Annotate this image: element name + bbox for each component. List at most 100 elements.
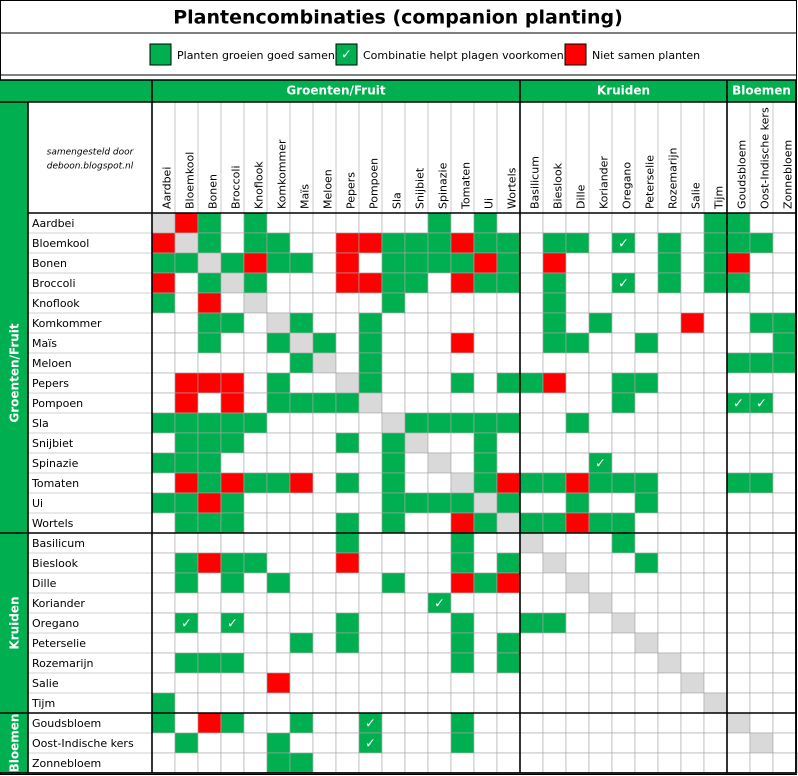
cell	[289, 232, 314, 254]
check-mark: ✓	[756, 397, 767, 412]
cell	[565, 392, 590, 414]
cell	[611, 672, 636, 694]
cell	[680, 332, 705, 354]
cell	[565, 532, 590, 554]
cell	[542, 212, 567, 234]
cell	[772, 692, 797, 714]
cell	[565, 472, 590, 494]
cell	[496, 352, 521, 374]
cell	[427, 672, 452, 694]
cell	[335, 432, 360, 454]
column-label: Pompoen	[368, 158, 381, 209]
cell	[703, 392, 728, 414]
cell	[266, 752, 291, 774]
cell	[657, 372, 682, 394]
row-label: Goudsbloem	[32, 717, 101, 730]
cell	[266, 692, 291, 714]
cell	[220, 732, 245, 754]
cell	[772, 312, 797, 334]
cell	[749, 632, 774, 654]
cell	[611, 212, 636, 234]
cell	[174, 732, 199, 754]
cell	[220, 652, 245, 674]
row-label: Pepers	[32, 377, 69, 390]
cell	[473, 352, 498, 374]
cell	[496, 572, 521, 594]
cell	[427, 732, 452, 754]
cell	[680, 412, 705, 434]
cell	[151, 612, 176, 634]
credit: samengesteld door	[47, 148, 135, 158]
check-mark: ✓	[365, 717, 376, 732]
cell	[404, 572, 429, 594]
cell	[565, 672, 590, 694]
cell	[519, 212, 544, 234]
cell	[496, 452, 521, 474]
cell	[680, 212, 705, 234]
cell	[450, 372, 475, 394]
cell	[266, 212, 291, 234]
cell	[657, 532, 682, 554]
cell	[634, 612, 659, 634]
cell	[243, 212, 268, 234]
cell	[335, 452, 360, 474]
cell	[703, 432, 728, 454]
cell	[358, 372, 383, 394]
cell	[634, 552, 659, 574]
cell	[542, 572, 567, 594]
cell	[772, 512, 797, 534]
cell	[151, 452, 176, 474]
cell	[427, 312, 452, 334]
cell	[358, 432, 383, 454]
cell	[496, 312, 521, 334]
cell	[726, 652, 751, 674]
cell	[243, 292, 268, 314]
cell	[335, 272, 360, 294]
cell	[634, 312, 659, 334]
cell	[220, 292, 245, 314]
cell	[197, 492, 222, 514]
cell	[243, 452, 268, 474]
cell	[174, 352, 199, 374]
cell	[335, 632, 360, 654]
cell	[312, 452, 337, 474]
cell	[703, 312, 728, 334]
cell	[680, 272, 705, 294]
cell	[381, 392, 406, 414]
cell	[726, 532, 751, 554]
cell	[588, 212, 613, 234]
cell	[174, 512, 199, 534]
cell	[358, 272, 383, 294]
cell	[611, 492, 636, 514]
cell	[657, 692, 682, 714]
cell	[335, 412, 360, 434]
cell	[496, 612, 521, 634]
cell	[542, 552, 567, 574]
cell	[680, 612, 705, 634]
cell	[657, 252, 682, 274]
cell	[726, 752, 751, 774]
cell	[542, 492, 567, 514]
cell	[519, 652, 544, 674]
cell	[358, 312, 383, 334]
cell	[473, 752, 498, 774]
cell	[749, 272, 774, 294]
cell	[197, 332, 222, 354]
cell	[358, 352, 383, 374]
cell	[634, 712, 659, 734]
cell	[450, 592, 475, 614]
cell	[243, 392, 268, 414]
cell	[588, 732, 613, 754]
cell	[680, 652, 705, 674]
cell	[427, 392, 452, 414]
check-mark: ✓	[618, 277, 629, 292]
cell	[749, 752, 774, 774]
cell	[197, 252, 222, 274]
cell	[703, 332, 728, 354]
cell	[749, 312, 774, 334]
cell	[680, 372, 705, 394]
cell	[473, 292, 498, 314]
row-label: Komkommer	[32, 317, 102, 330]
cell	[220, 592, 245, 614]
cell	[473, 692, 498, 714]
